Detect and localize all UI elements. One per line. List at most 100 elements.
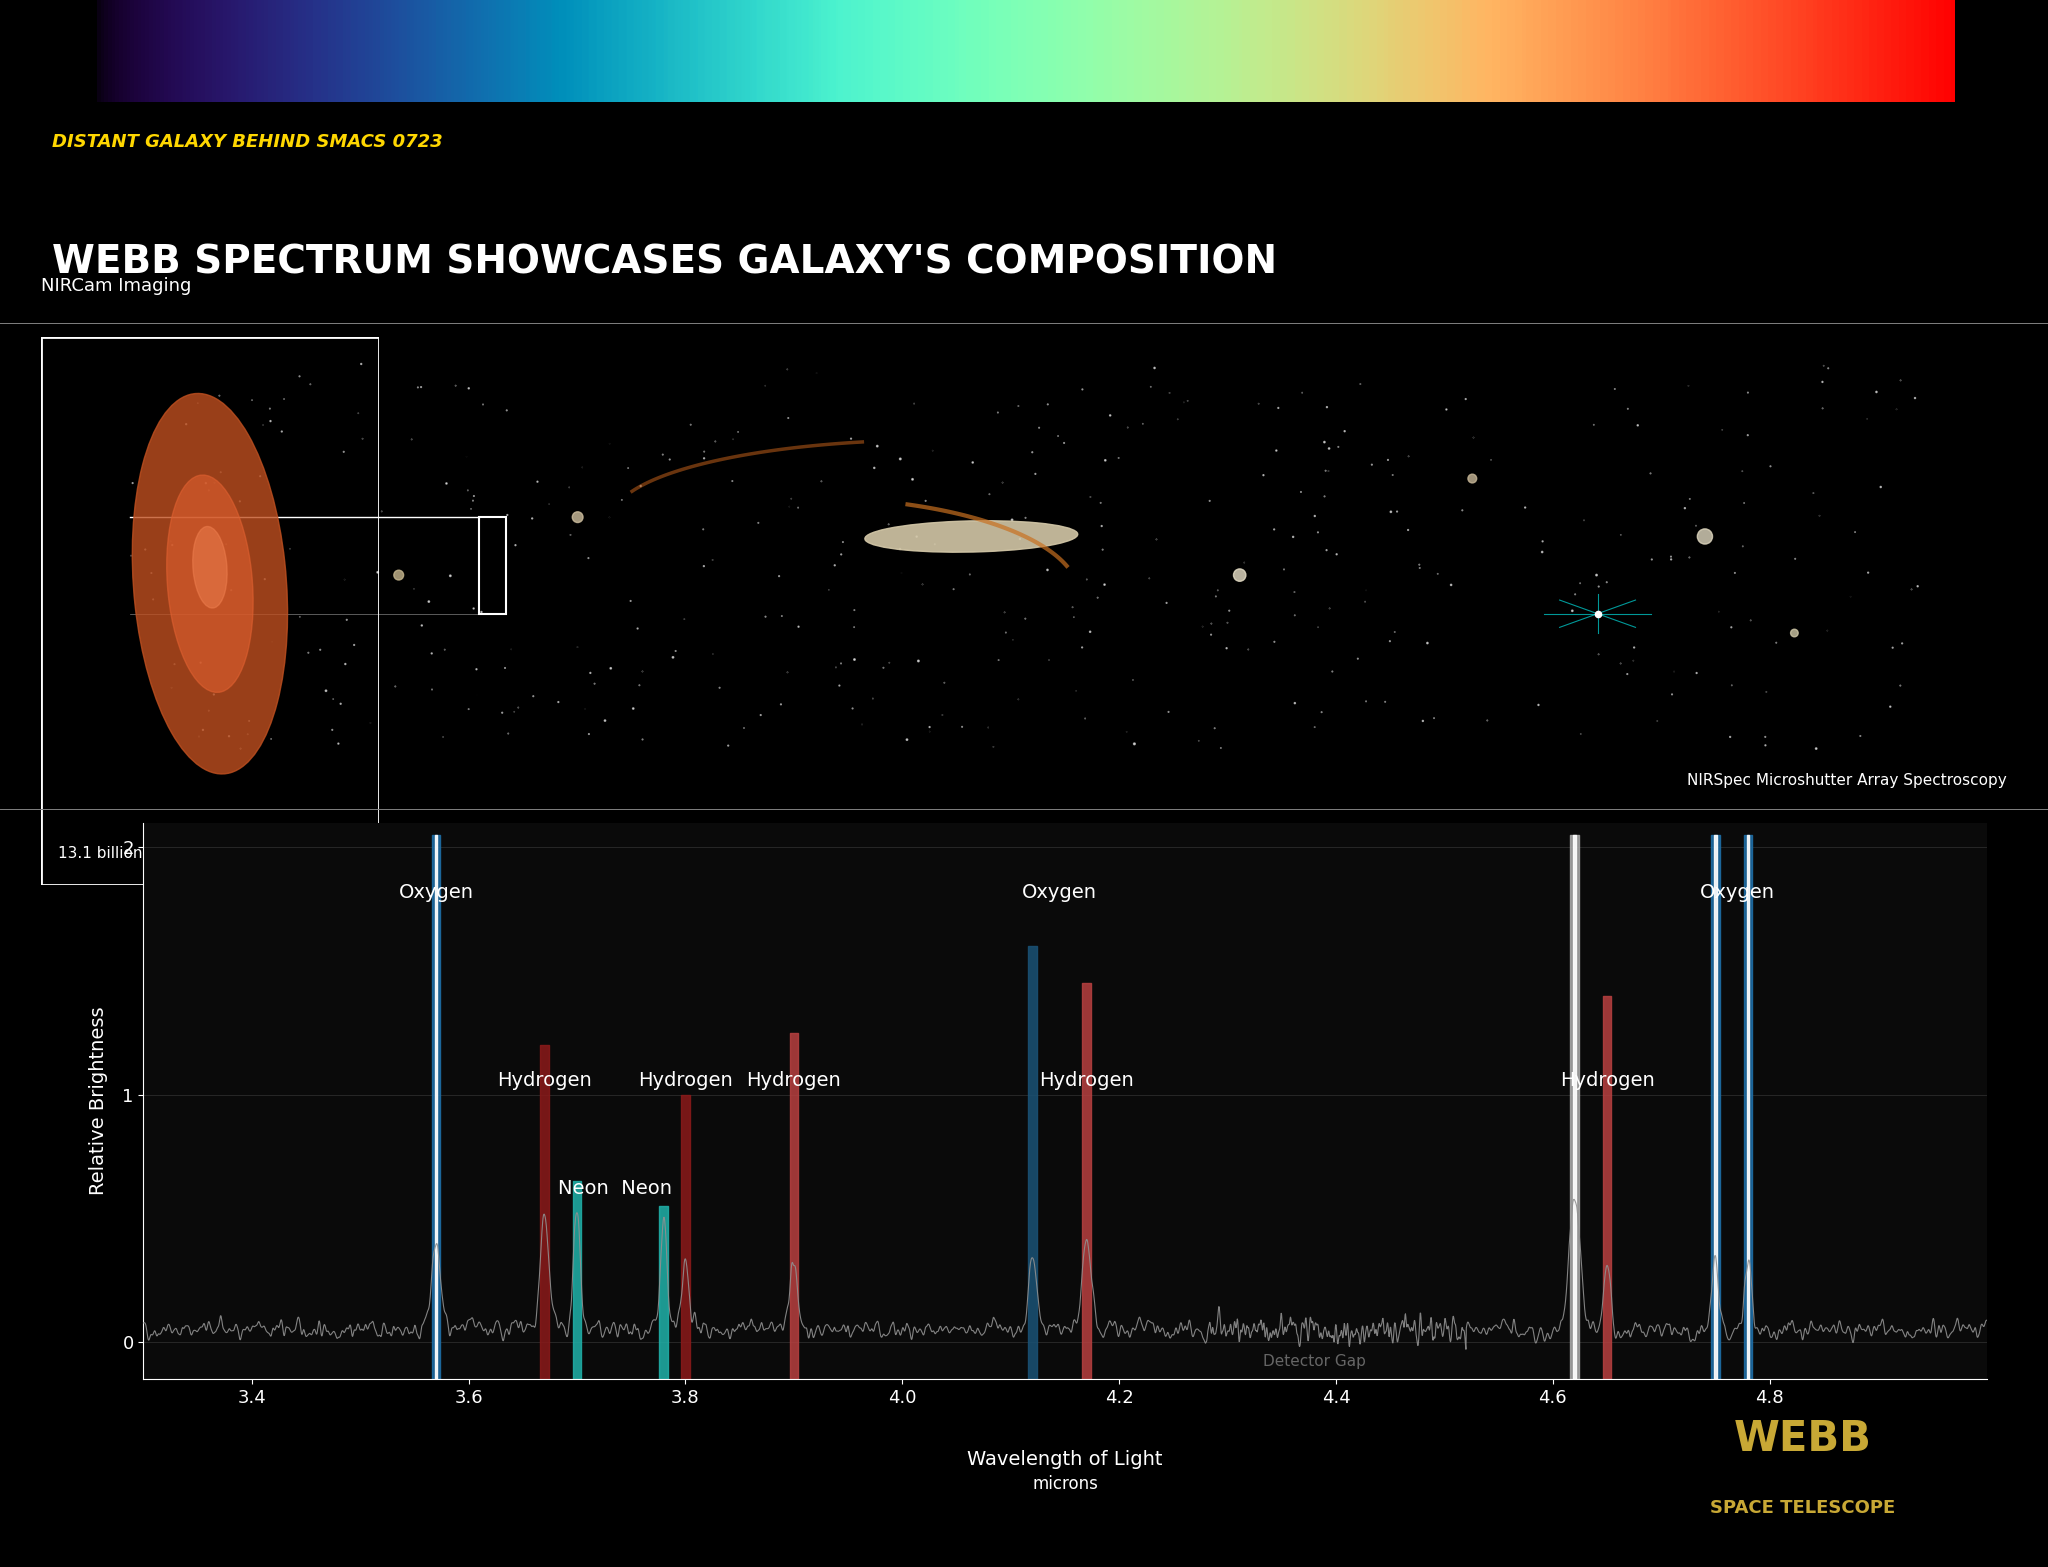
Bar — [1286, 0, 1290, 102]
Bar — [272, 0, 276, 102]
Point — [193, 478, 225, 503]
Bar — [1176, 0, 1180, 102]
Bar — [485, 0, 489, 102]
Point — [1311, 395, 1343, 420]
Bar — [770, 0, 774, 102]
Bar — [1552, 0, 1556, 102]
Point — [1126, 411, 1159, 436]
Point — [193, 699, 225, 724]
Point — [154, 528, 186, 553]
Bar — [504, 0, 508, 102]
Bar — [1358, 0, 1362, 102]
Point — [647, 442, 680, 467]
Point — [1886, 632, 1919, 657]
Bar — [1544, 0, 1548, 102]
Bar — [1784, 0, 1788, 102]
Point — [1278, 603, 1311, 628]
Point — [1341, 646, 1374, 671]
Bar — [297, 0, 301, 102]
Bar — [190, 0, 195, 102]
Bar — [391, 0, 395, 102]
Bar — [496, 0, 500, 102]
Bar — [461, 0, 465, 102]
Bar — [150, 0, 154, 102]
Bar — [1194, 0, 1198, 102]
Bar — [487, 0, 492, 102]
Bar — [256, 0, 260, 102]
Bar — [1898, 0, 1903, 102]
Bar — [272, 0, 276, 102]
Point — [1655, 682, 1688, 707]
Point — [1309, 484, 1341, 509]
Bar — [489, 0, 492, 102]
Point — [1851, 559, 1884, 584]
Bar — [115, 0, 119, 102]
Text: Hydrogen: Hydrogen — [639, 1070, 733, 1089]
Bar — [563, 0, 565, 102]
Bar — [971, 0, 973, 102]
Bar — [764, 0, 768, 102]
Bar — [1657, 0, 1661, 102]
Point — [578, 671, 610, 696]
Bar — [444, 0, 449, 102]
Point — [688, 553, 721, 578]
Bar — [629, 0, 633, 102]
Point — [1729, 490, 1761, 516]
Bar — [1212, 0, 1217, 102]
Bar — [182, 0, 186, 102]
Bar — [1075, 0, 1077, 102]
Bar — [137, 0, 141, 102]
Point — [606, 487, 639, 512]
Bar — [827, 0, 829, 102]
Point — [772, 406, 805, 431]
Bar — [551, 0, 555, 102]
Bar — [659, 0, 664, 102]
Bar — [1712, 0, 1716, 102]
Point — [1393, 517, 1425, 542]
Bar — [428, 0, 432, 102]
Bar — [1235, 0, 1239, 102]
Bar — [1454, 0, 1458, 102]
Point — [1597, 376, 1630, 401]
Point — [465, 600, 498, 625]
Point — [223, 489, 256, 514]
Point — [819, 655, 852, 680]
Bar — [1892, 0, 1894, 102]
Bar — [1876, 0, 1880, 102]
Bar — [1014, 0, 1018, 102]
Point — [1851, 406, 1884, 431]
Bar — [606, 0, 610, 102]
Bar — [1653, 0, 1657, 102]
Point — [1407, 708, 1440, 733]
Point — [1378, 619, 1411, 644]
Point — [244, 464, 276, 489]
Bar — [817, 0, 821, 102]
Bar — [197, 0, 201, 102]
Bar — [659, 0, 664, 102]
Point — [1714, 614, 1747, 639]
Bar — [1186, 0, 1190, 102]
Bar — [469, 0, 473, 102]
Bar — [1667, 0, 1671, 102]
Point — [1161, 407, 1194, 432]
Point — [1604, 522, 1636, 547]
Point — [1210, 610, 1243, 635]
Bar — [1141, 0, 1145, 102]
Point — [268, 387, 301, 412]
Point — [461, 657, 494, 682]
Point — [1049, 431, 1081, 456]
Bar — [1034, 0, 1036, 102]
Point — [1802, 503, 1835, 528]
Bar — [483, 0, 487, 102]
Bar — [1253, 0, 1257, 102]
Bar — [1638, 0, 1642, 102]
Bar — [1626, 0, 1630, 102]
Bar — [1802, 0, 1806, 102]
Bar — [176, 0, 178, 102]
Bar — [137, 0, 141, 102]
Bar — [164, 0, 168, 102]
Bar — [944, 0, 948, 102]
Point — [322, 732, 354, 757]
Bar — [1266, 0, 1268, 102]
Text: SPACE TELESCOPE: SPACE TELESCOPE — [1710, 1500, 1894, 1517]
